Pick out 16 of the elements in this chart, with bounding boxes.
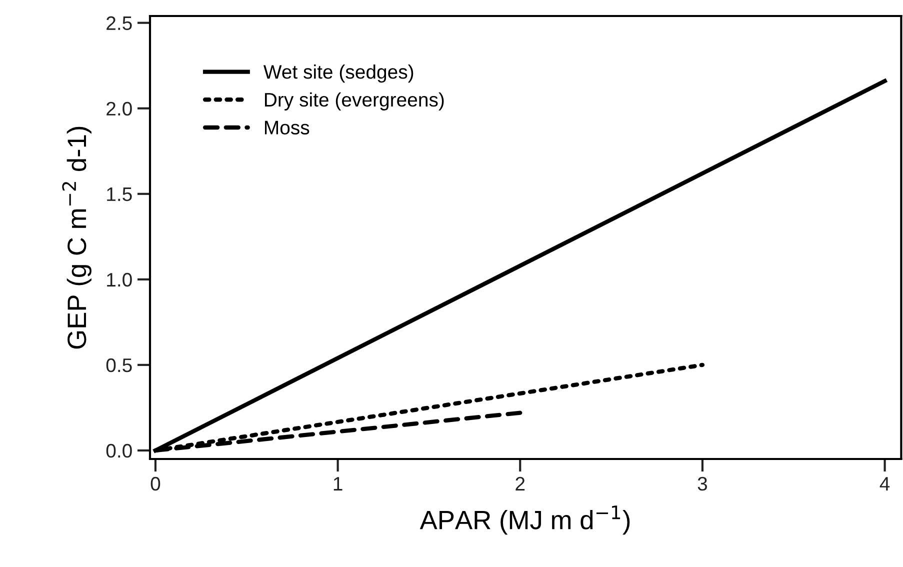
y-tick-label: 1.5	[107, 188, 132, 202]
x-tick-label: 0	[150, 476, 160, 491]
x-tick-label: 3	[698, 476, 708, 491]
legend-label: Dry site (evergreens)	[264, 92, 444, 110]
y-tick-label: 0.5	[106, 358, 132, 372]
y-tick-label: 1.0	[107, 272, 132, 287]
x-tick-label: 2	[516, 476, 525, 490]
y-tick-label: 2.5	[106, 16, 132, 30]
x-axis-title: APAR (MJ m d$^{−1}$)	[420, 506, 630, 535]
y-axis-title: GEP (g C m$^{−2}$ d-1)	[62, 126, 92, 349]
legend-label: Moss	[264, 120, 310, 134]
y-tick-label: 0.0	[106, 444, 132, 458]
y-tick-label: 2.0	[106, 102, 132, 116]
legend-label: Wet site (sedges)	[263, 64, 414, 83]
x-tick-label: 4	[880, 477, 890, 490]
x-tick-label: 1	[334, 477, 342, 490]
